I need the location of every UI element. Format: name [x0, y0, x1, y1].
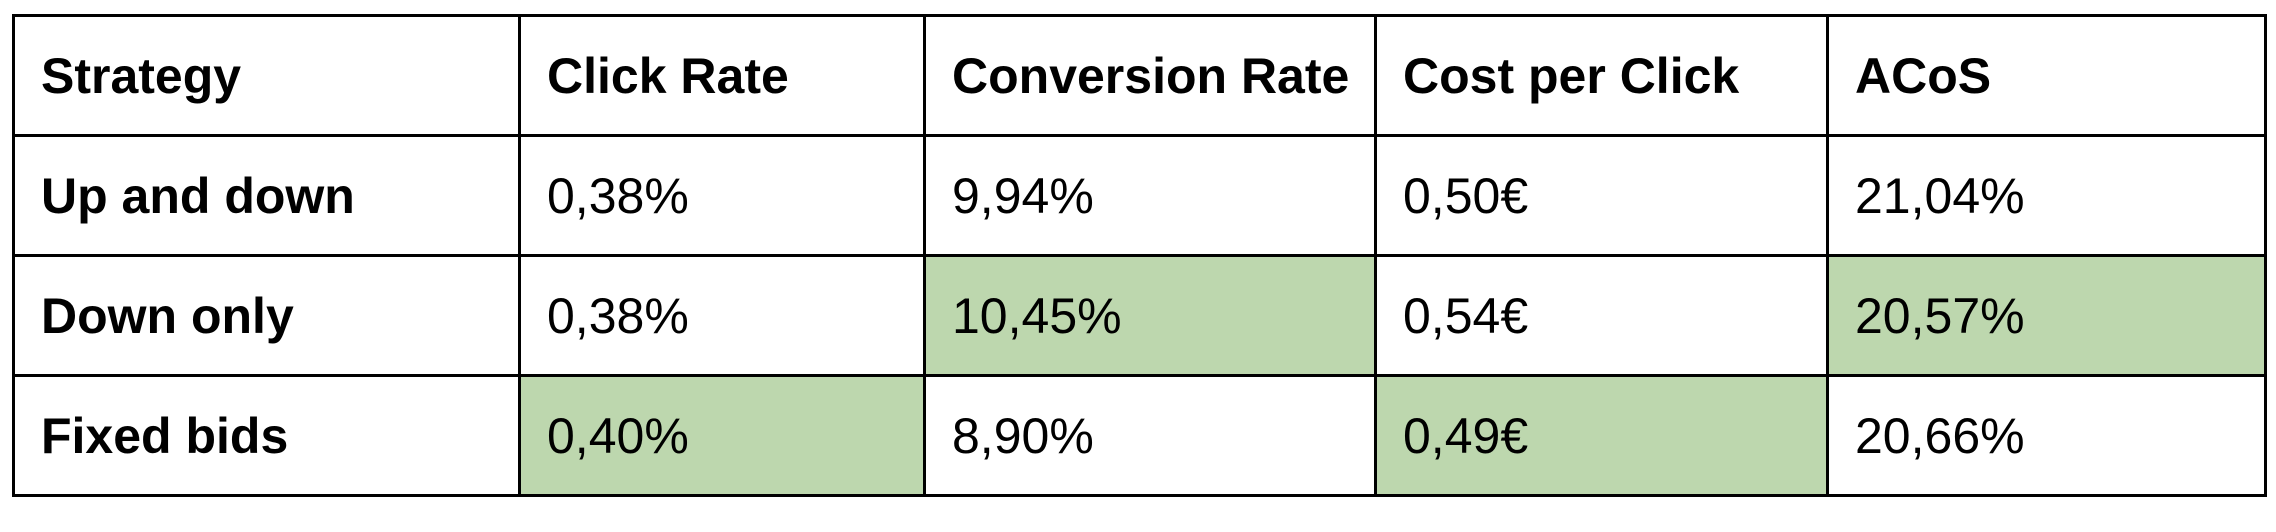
- table-row: Up and down 0,38% 9,94% 0,50€ 21,04%: [12, 134, 2267, 257]
- table-row: Down only 0,38% 10,45% 0,54€ 20,57%: [12, 254, 2267, 377]
- column-header-conversion-rate: Conversion Rate: [923, 14, 1377, 137]
- click-rate-cell: 0,38%: [518, 134, 926, 257]
- header-row: Strategy Click Rate Conversion Rate Cost…: [12, 14, 2267, 137]
- strategy-comparison: Strategy Click Rate Conversion Rate Cost…: [12, 14, 2267, 497]
- click-rate-cell: 0,38%: [518, 254, 926, 377]
- cost-per-click-cell: 0,54€: [1374, 254, 1829, 377]
- acos-cell: 20,57%: [1826, 254, 2267, 377]
- column-header-acos: ACoS: [1826, 14, 2267, 137]
- conversion-rate-cell: 10,45%: [923, 254, 1377, 377]
- table-row: Fixed bids 0,40% 8,90% 0,49€ 20,66%: [12, 374, 2267, 497]
- click-rate-cell: 0,40%: [518, 374, 926, 497]
- strategy-cell: Down only: [12, 254, 521, 377]
- conversion-rate-cell: 9,94%: [923, 134, 1377, 257]
- cost-per-click-cell: 0,49€: [1374, 374, 1829, 497]
- column-header-cost-per-click: Cost per Click: [1374, 14, 1829, 137]
- acos-cell: 20,66%: [1826, 374, 2267, 497]
- strategy-cell: Fixed bids: [12, 374, 521, 497]
- strategy-table: Strategy Click Rate Conversion Rate Cost…: [12, 14, 2267, 497]
- column-header-strategy: Strategy: [12, 14, 521, 137]
- cost-per-click-cell: 0,50€: [1374, 134, 1829, 257]
- conversion-rate-cell: 8,90%: [923, 374, 1377, 497]
- strategy-cell: Up and down: [12, 134, 521, 257]
- acos-cell: 21,04%: [1826, 134, 2267, 257]
- column-header-click-rate: Click Rate: [518, 14, 926, 137]
